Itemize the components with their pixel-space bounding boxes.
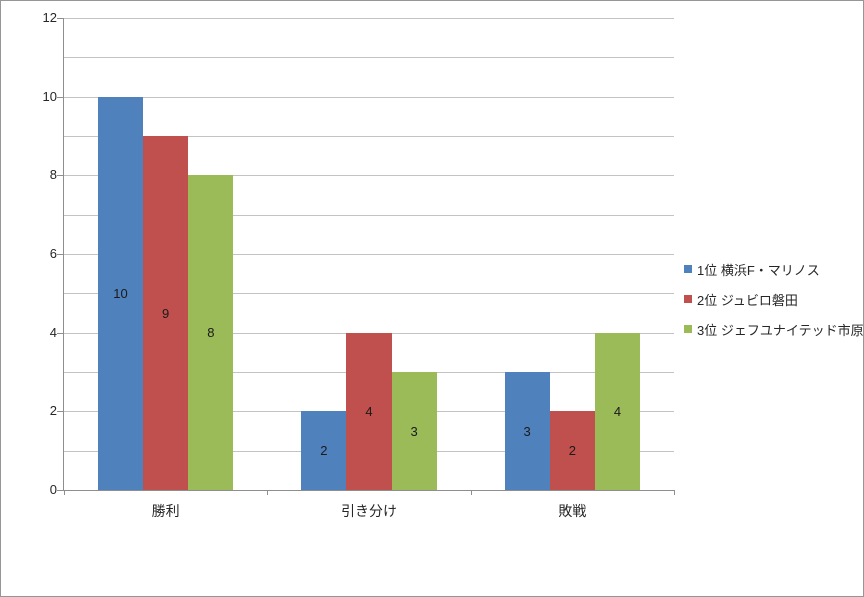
- bar: 4: [346, 332, 392, 490]
- bar: 4: [594, 332, 641, 490]
- y-axis-label: 2: [49, 403, 57, 419]
- legend-label: 2位 ジュビロ磐田: [697, 292, 798, 308]
- x-axis-tick: [64, 490, 65, 495]
- y-axis-label: 10: [42, 88, 57, 104]
- bar-value-label: 2: [568, 443, 576, 459]
- gridline: [64, 214, 674, 216]
- legend-row: 3位 ジェフユナイテッド市原: [684, 314, 864, 344]
- gridline: [64, 96, 674, 98]
- legend-row: 1位 横浜F・マリノス: [684, 254, 863, 284]
- bar-value-label: 3: [410, 423, 418, 439]
- bar: 9: [143, 136, 189, 490]
- bar-value-label: 8: [207, 325, 215, 341]
- x-axis-tick: [674, 490, 675, 495]
- y-axis-tick: [57, 96, 63, 98]
- y-axis-label: 4: [49, 324, 57, 340]
- x-category-label: 敗戦: [558, 503, 587, 519]
- bar-value-label: 10: [113, 285, 128, 301]
- bar: 10: [97, 96, 144, 490]
- x-axis-tick: [267, 490, 269, 495]
- bar: 8: [188, 175, 234, 490]
- y-axis-tick: [57, 254, 63, 255]
- gridline: [64, 57, 674, 59]
- y-axis-label: 8: [49, 167, 57, 183]
- bar: 3: [391, 372, 437, 490]
- y-axis-tick: [57, 175, 63, 177]
- plot-area: 0 2 4 6 8 10 12 勝利 引き分け 敗戦 10 2 3 9 4 2 8 3 4: [43, 10, 675, 519]
- legend-label: 3位 ジェフユナイテッド市原: [697, 322, 864, 338]
- legend-swatch-icon: [684, 325, 692, 333]
- bar-value-label: 2: [320, 443, 328, 459]
- legend-swatch-icon: [684, 295, 692, 303]
- gridline: [64, 18, 674, 19]
- x-axis-tick: [470, 490, 472, 495]
- bar: 3: [504, 372, 550, 490]
- gridline: [64, 254, 674, 255]
- legend: 1位 横浜F・マリノス 2位 ジュビロ磐田 3位 ジェフユナイテッド市原: [684, 254, 864, 344]
- y-axis-tick: [57, 490, 63, 491]
- gridline: [64, 136, 674, 137]
- gridline: [64, 293, 674, 295]
- legend-row: 2位 ジュビロ磐田: [684, 284, 863, 314]
- y-axis-label: 12: [42, 10, 57, 25]
- x-category-label: 勝利: [151, 503, 180, 519]
- y-axis-tick: [57, 18, 63, 19]
- y-axis-label: 0: [49, 482, 57, 497]
- bar-value-label: 9: [162, 305, 170, 321]
- y-axis-tick: [57, 332, 63, 334]
- y-axis-tick: [57, 411, 63, 413]
- bar-value-label: 4: [613, 403, 622, 419]
- bar: 2: [549, 411, 595, 490]
- legend-swatch-icon: [684, 265, 692, 273]
- y-axis-label: 6: [49, 246, 57, 261]
- gridline: [64, 175, 674, 177]
- bar-value-label: 4: [365, 403, 373, 419]
- legend-label: 1位 横浜F・マリノス: [697, 262, 820, 278]
- x-category-label: 引き分け: [341, 503, 397, 519]
- bar-value-label: 3: [523, 423, 531, 439]
- bar: 2: [301, 411, 347, 490]
